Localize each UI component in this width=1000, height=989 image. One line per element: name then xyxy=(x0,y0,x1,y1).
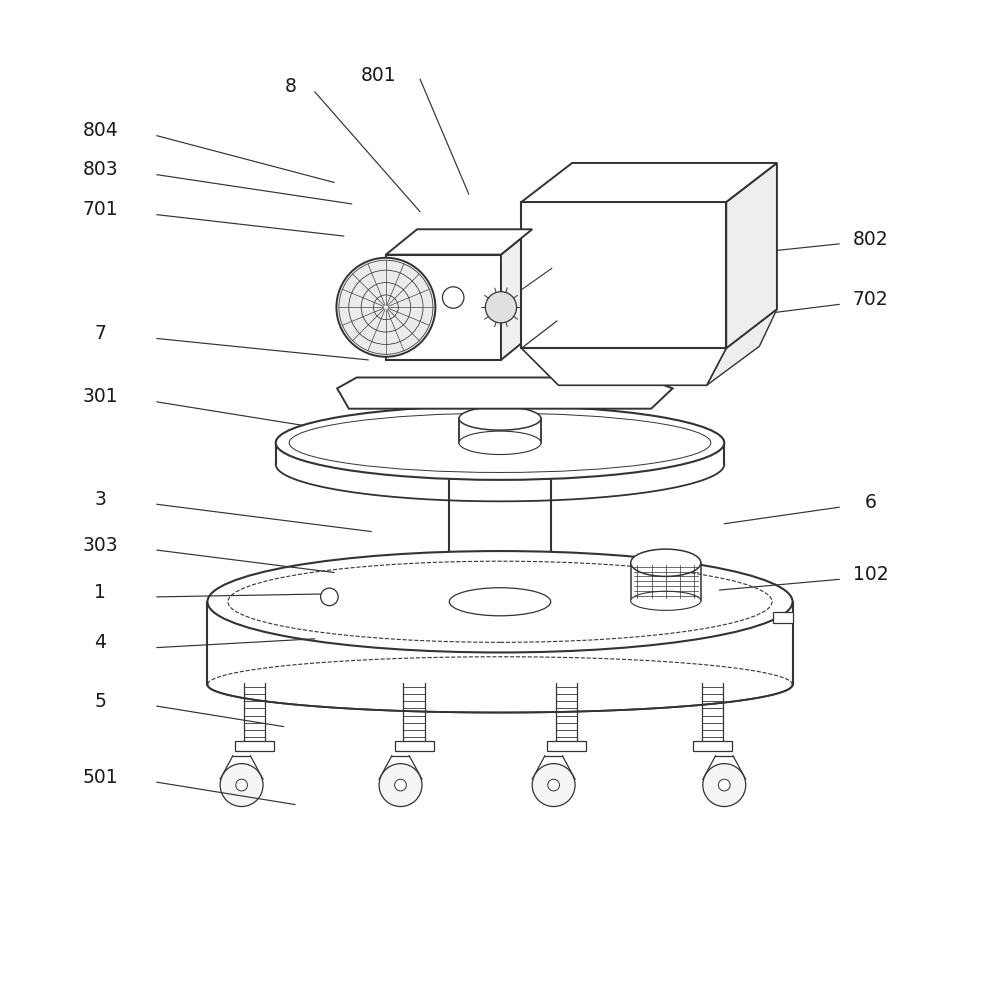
Polygon shape xyxy=(707,310,777,386)
Circle shape xyxy=(703,764,746,807)
Bar xyxy=(386,254,501,360)
Text: 7: 7 xyxy=(94,324,106,343)
Circle shape xyxy=(718,779,730,791)
Ellipse shape xyxy=(631,591,701,610)
Ellipse shape xyxy=(449,443,551,478)
Circle shape xyxy=(220,764,263,807)
Circle shape xyxy=(532,764,575,807)
Circle shape xyxy=(548,779,559,791)
Polygon shape xyxy=(337,378,673,408)
Ellipse shape xyxy=(459,406,541,430)
Text: 3: 3 xyxy=(94,490,106,509)
Polygon shape xyxy=(726,163,777,348)
Text: 6: 6 xyxy=(865,493,876,511)
Bar xyxy=(547,741,586,751)
Text: 501: 501 xyxy=(82,767,118,787)
Ellipse shape xyxy=(449,587,551,616)
Bar xyxy=(235,741,274,751)
Bar xyxy=(773,611,793,623)
Polygon shape xyxy=(521,348,726,386)
Text: 8: 8 xyxy=(284,77,296,96)
Circle shape xyxy=(236,779,247,791)
Bar xyxy=(395,741,434,751)
Polygon shape xyxy=(386,229,532,254)
Ellipse shape xyxy=(631,549,701,577)
Circle shape xyxy=(379,764,422,807)
Circle shape xyxy=(321,588,338,605)
Circle shape xyxy=(336,258,435,357)
Ellipse shape xyxy=(459,431,541,455)
Circle shape xyxy=(395,779,406,791)
Text: 1: 1 xyxy=(94,583,106,601)
Text: 803: 803 xyxy=(82,160,118,179)
Circle shape xyxy=(485,292,517,322)
Text: 5: 5 xyxy=(94,691,106,711)
Circle shape xyxy=(442,287,464,309)
Ellipse shape xyxy=(276,405,724,480)
Text: 802: 802 xyxy=(853,229,888,248)
Text: 102: 102 xyxy=(853,565,888,584)
Text: 702: 702 xyxy=(853,290,888,309)
Text: 801: 801 xyxy=(360,65,396,85)
Ellipse shape xyxy=(207,551,793,653)
Text: 804: 804 xyxy=(82,122,118,140)
Bar xyxy=(693,741,732,751)
Polygon shape xyxy=(501,229,532,360)
Bar xyxy=(521,202,726,348)
Text: 303: 303 xyxy=(82,536,118,555)
Polygon shape xyxy=(521,163,777,202)
Text: 701: 701 xyxy=(82,200,118,220)
Text: 4: 4 xyxy=(94,633,106,652)
Text: 301: 301 xyxy=(82,388,118,406)
